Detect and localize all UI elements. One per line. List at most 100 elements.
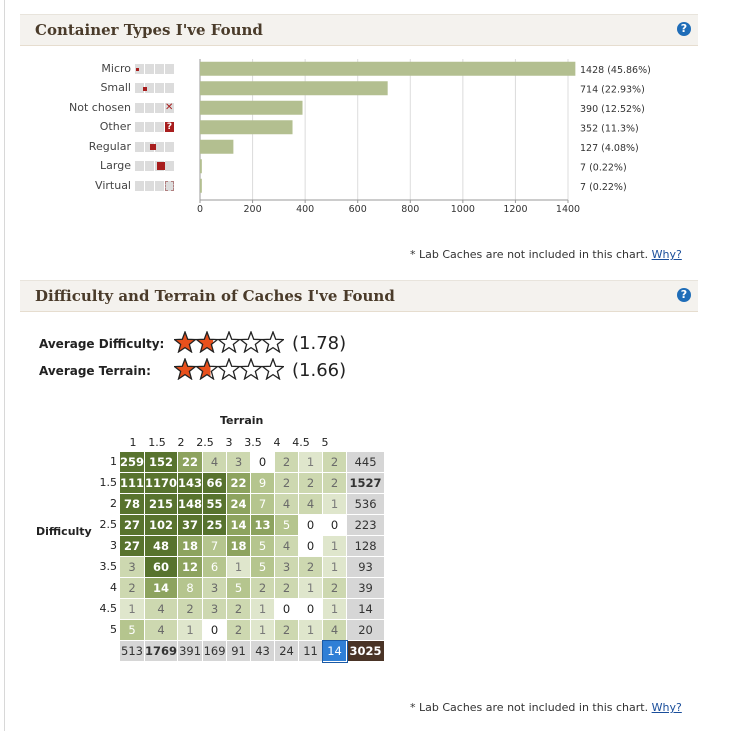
x-tick-label: 1000 [451,204,475,215]
dt-cell[interactable]: 0 [298,598,324,620]
dt-cell[interactable]: 4 [202,451,228,473]
dt-cell[interactable]: 1 [177,619,204,641]
bar-large [200,159,202,174]
dt-cell[interactable]: 6 [202,556,228,578]
dt-cell[interactable]: 2 [226,598,252,620]
dt-cell[interactable]: 0 [298,535,324,557]
dt-cell[interactable]: 8 [177,577,204,599]
dt-cell[interactable]: 2 [250,577,276,599]
dt-cell[interactable]: 152 [144,451,179,473]
dt-cell[interactable]: 5 [274,514,300,536]
difficulty-terrain-help-icon[interactable]: ? [677,288,691,302]
dt-cell[interactable]: 4 [322,619,348,641]
dt-cell[interactable]: 102 [144,514,179,536]
dt-cell[interactable]: 0 [274,598,300,620]
dt-cell[interactable]: 259 [118,451,146,473]
regular-size-icon [135,141,174,152]
star-fill [196,332,214,352]
terrain-header: 1 [129,436,137,449]
dt-cell[interactable]: 1 [322,493,348,515]
dt-cell[interactable]: 60 [144,556,179,578]
dt-cell[interactable]: 5 [118,619,146,641]
dt-cell[interactable]: 1 [226,556,252,578]
dt-col-total: 91 [226,640,252,662]
dt-cell[interactable]: 4 [144,598,179,620]
dt-cell[interactable]: 1 [250,619,276,641]
dt-cell[interactable]: 55 [202,493,228,515]
dt-cell[interactable]: 0 [322,514,348,536]
bar-data-label: 714 (22.93%) [580,84,645,95]
dt-grid-row: 2 14 8 3 5 2 2 1 2 39 [118,577,386,599]
dt-cell[interactable]: 37 [177,514,204,536]
dt-cell[interactable]: 2 [322,472,348,494]
container-types-why-link[interactable]: Why? [651,248,682,261]
dt-cell[interactable]: 13 [250,514,276,536]
dt-cell[interactable]: 3 [274,556,300,578]
dt-cell[interactable]: 5 [226,577,252,599]
terrain-header: 2 [177,436,185,449]
dt-cell[interactable]: 3 [226,451,252,473]
dt-cell[interactable]: 3 [202,577,228,599]
other-size-icon: ? [135,122,174,133]
dt-cell[interactable]: 3 [202,598,228,620]
dt-cell[interactable]: 2 [177,598,204,620]
dt-cell[interactable]: 66 [202,472,228,494]
dt-cell[interactable]: 4 [298,493,324,515]
dt-cell[interactable]: 27 [118,514,146,536]
dt-cell[interactable]: 14 [144,577,179,599]
dt-cell[interactable]: 2 [274,619,300,641]
dt-cell[interactable]: 2 [118,577,146,599]
dt-cell[interactable]: 4 [144,619,179,641]
dt-cell[interactable]: 18 [226,535,252,557]
dt-cell[interactable]: 1 [298,619,324,641]
dt-cell[interactable]: 22 [226,472,252,494]
dt-cell[interactable]: 7 [202,535,228,557]
dt-cell[interactable]: 12 [177,556,204,578]
dt-cell[interactable]: 1 [322,535,348,557]
container-type-label: Virtual [0,179,131,192]
dt-cell[interactable]: 1 [322,598,348,620]
dt-cell[interactable]: 143 [177,472,204,494]
difficulty-header: 5 [110,623,117,636]
dt-cell[interactable]: 1 [118,598,146,620]
dt-cell[interactable]: 3 [118,556,146,578]
dt-cell[interactable]: 48 [144,535,179,557]
dt-cell[interactable]: 0 [250,451,276,473]
dt-cell[interactable]: 22 [177,451,204,473]
dt-cell[interactable]: 5 [250,556,276,578]
dt-cell[interactable]: 25 [202,514,228,536]
dt-cell[interactable]: 1 [298,451,324,473]
dt-cell[interactable]: 1170 [144,472,179,494]
dt-cell[interactable]: 0 [298,514,324,536]
dt-col-total: 14 [321,639,348,663]
dt-cell[interactable]: 2 [274,451,300,473]
dt-cell[interactable]: 4 [274,493,300,515]
dt-cell[interactable]: 2 [274,472,300,494]
dt-cell[interactable]: 2 [274,577,300,599]
dt-cell[interactable]: 2 [322,577,348,599]
dt-grid-row: 5 4 1 0 2 1 2 1 4 20 [118,619,386,641]
container-types-help-icon[interactable]: ? [677,22,691,36]
dt-cell[interactable]: 4 [274,535,300,557]
dt-cell[interactable]: 2 [298,472,324,494]
dt-cell[interactable]: 1 [298,577,324,599]
dt-cell[interactable]: 27 [118,535,146,557]
dt-cell[interactable]: 18 [177,535,204,557]
dt-cell[interactable]: 148 [177,493,204,515]
dt-cell[interactable]: 2 [322,451,348,473]
dt-cell[interactable]: 215 [144,493,179,515]
dt-cell[interactable]: 1 [322,556,348,578]
dt-row-total: 223 [346,514,386,536]
dt-cell[interactable]: 9 [250,472,276,494]
dt-cell[interactable]: 5 [250,535,276,557]
dt-cell[interactable]: 7 [250,493,276,515]
dt-cell[interactable]: 2 [298,556,324,578]
dt-cell[interactable]: 78 [118,493,146,515]
dt-cell[interactable]: 24 [226,493,252,515]
dt-cell[interactable]: 1 [250,598,276,620]
dt-cell[interactable]: 2 [226,619,252,641]
dt-why-link[interactable]: Why? [651,701,682,714]
dt-cell[interactable]: 14 [226,514,252,536]
dt-cell[interactable]: 111 [118,472,146,494]
dt-cell[interactable]: 0 [202,619,228,641]
